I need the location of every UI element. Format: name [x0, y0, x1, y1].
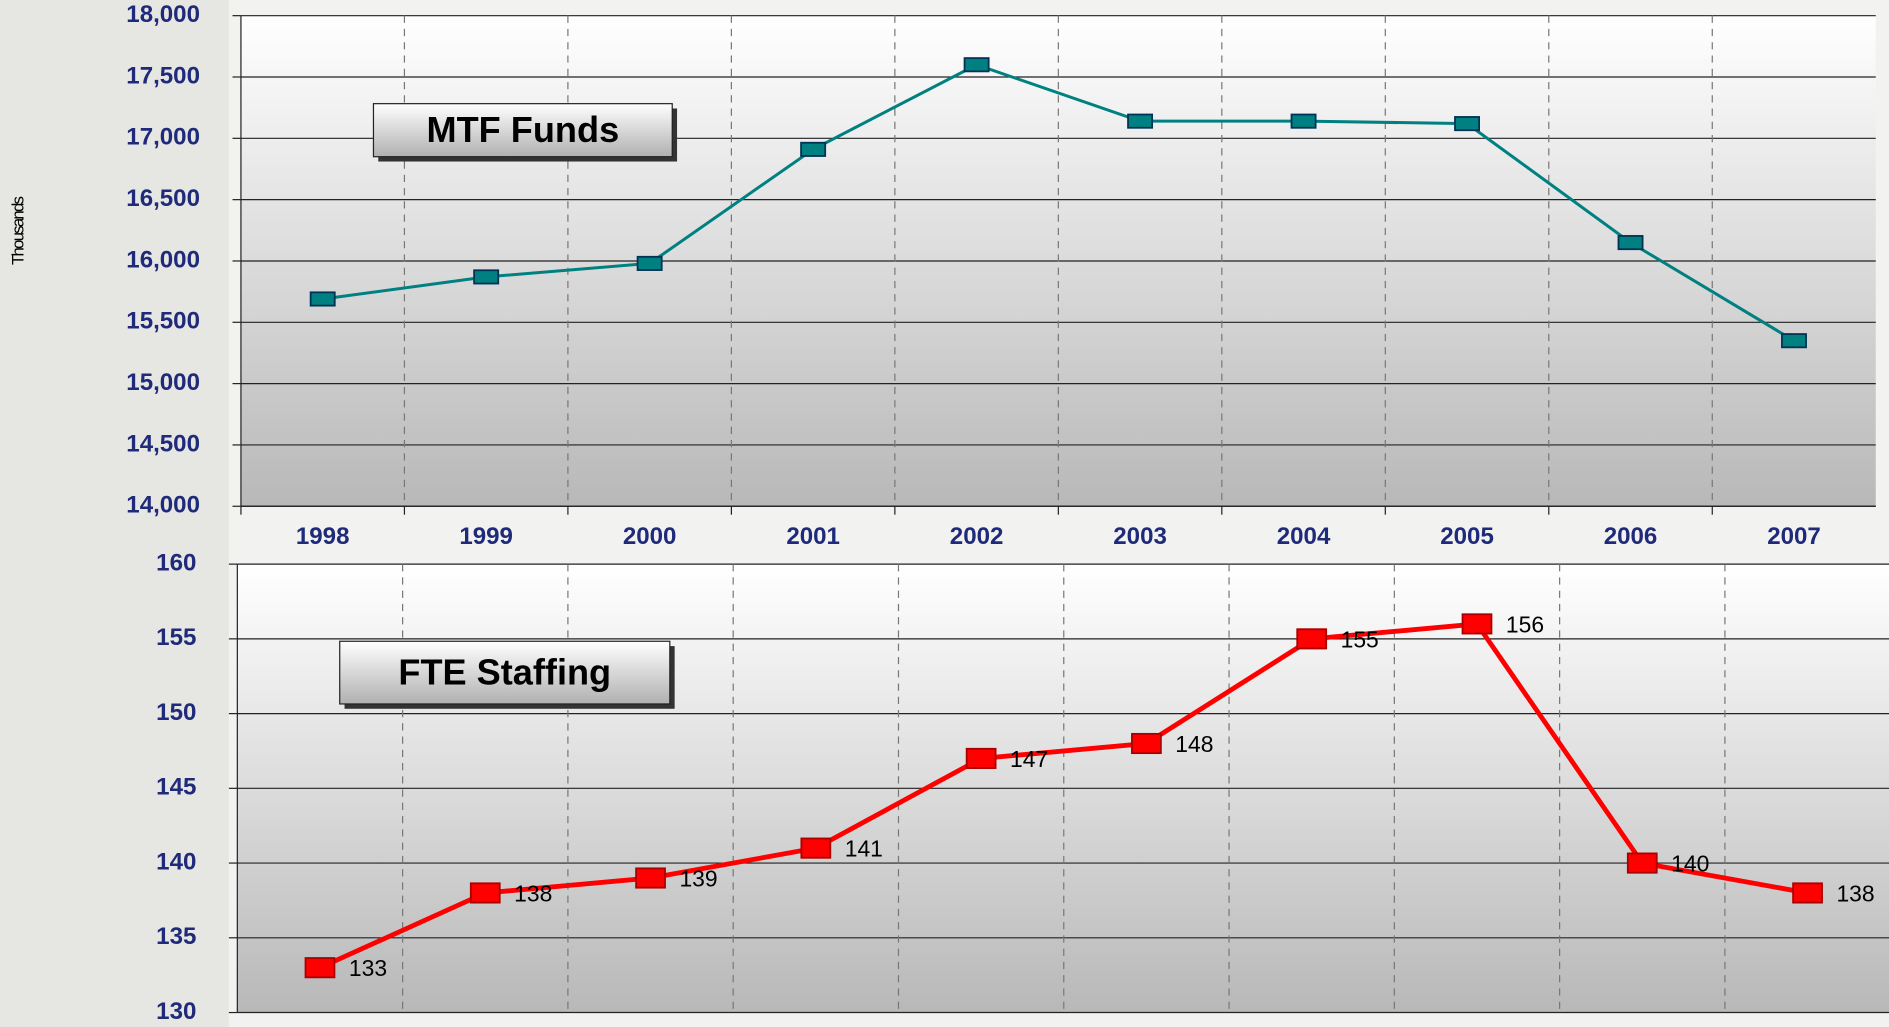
data-marker [309, 291, 336, 307]
data-marker [965, 747, 997, 769]
y-tick-label: 16,500 [126, 185, 200, 212]
data-label: 156 [1506, 611, 1544, 637]
data-line [322, 63, 1795, 342]
data-marker [1131, 732, 1162, 755]
y-tick-label: 15,500 [126, 308, 200, 335]
data-marker [1461, 613, 1493, 635]
y-tick-label: 16,000 [126, 246, 200, 273]
y-tick-label: 155 [156, 624, 196, 651]
x-tick-label: 2004 [1277, 523, 1331, 550]
data-marker [1792, 882, 1823, 904]
y-tick-label: 135 [156, 923, 196, 950]
data-marker [1296, 628, 1328, 650]
y-tick-label: 145 [156, 774, 196, 801]
y-tick-label: 15,000 [126, 369, 200, 396]
data-marker [636, 255, 663, 271]
y-tick-label: 17,000 [126, 124, 200, 151]
data-marker [1127, 113, 1154, 129]
data-marker [963, 57, 990, 73]
background-strip [0, 0, 229, 1027]
y-tick-label: 14,000 [126, 492, 200, 519]
data-marker [469, 882, 501, 904]
data-label: 133 [349, 955, 387, 981]
y-tick-label: 14,500 [126, 430, 200, 457]
chart-title: MTF Funds [427, 109, 620, 150]
chart-title: FTE Staffing [398, 652, 611, 693]
y-tick-label: 17,500 [126, 62, 200, 89]
y-tick-label: 130 [156, 998, 196, 1025]
x-tick-label: 2002 [950, 523, 1004, 550]
x-tick-label: 2007 [1767, 523, 1821, 550]
y-tick-label: 18,000 [126, 1, 200, 28]
data-marker [1290, 113, 1317, 129]
x-tick-label: 2001 [786, 523, 840, 550]
data-label: 147 [1010, 746, 1048, 772]
x-tick-label: 2005 [1440, 523, 1494, 550]
data-marker [473, 269, 500, 285]
data-marker [1454, 116, 1480, 132]
title-box [339, 640, 671, 705]
data-label: 138 [1836, 880, 1874, 906]
data-label: 155 [1341, 626, 1379, 652]
x-tick-label: 2000 [623, 523, 677, 550]
data-label: 140 [1671, 851, 1709, 877]
data-label: 138 [514, 880, 552, 906]
data-marker [304, 957, 336, 979]
y-axis-label: Thousands [9, 196, 28, 265]
data-label: 139 [679, 865, 717, 891]
data-marker [1781, 333, 1807, 349]
title-box [372, 103, 673, 158]
y-tick-label: 150 [156, 699, 196, 726]
data-marker [635, 867, 666, 889]
data-marker [1626, 852, 1658, 874]
data-line [318, 621, 1808, 970]
data-marker [800, 141, 827, 157]
x-tick-label: 2003 [1113, 523, 1167, 550]
data-marker [1617, 235, 1644, 251]
x-tick-label: 1999 [459, 523, 513, 550]
data-marker [800, 837, 832, 859]
data-label: 148 [1175, 731, 1213, 757]
data-label: 141 [845, 836, 883, 862]
x-tick-label: 2006 [1604, 523, 1658, 550]
y-tick-label: 160 [156, 549, 196, 576]
x-tick-label: 1998 [296, 523, 350, 550]
y-tick-label: 140 [156, 848, 196, 875]
